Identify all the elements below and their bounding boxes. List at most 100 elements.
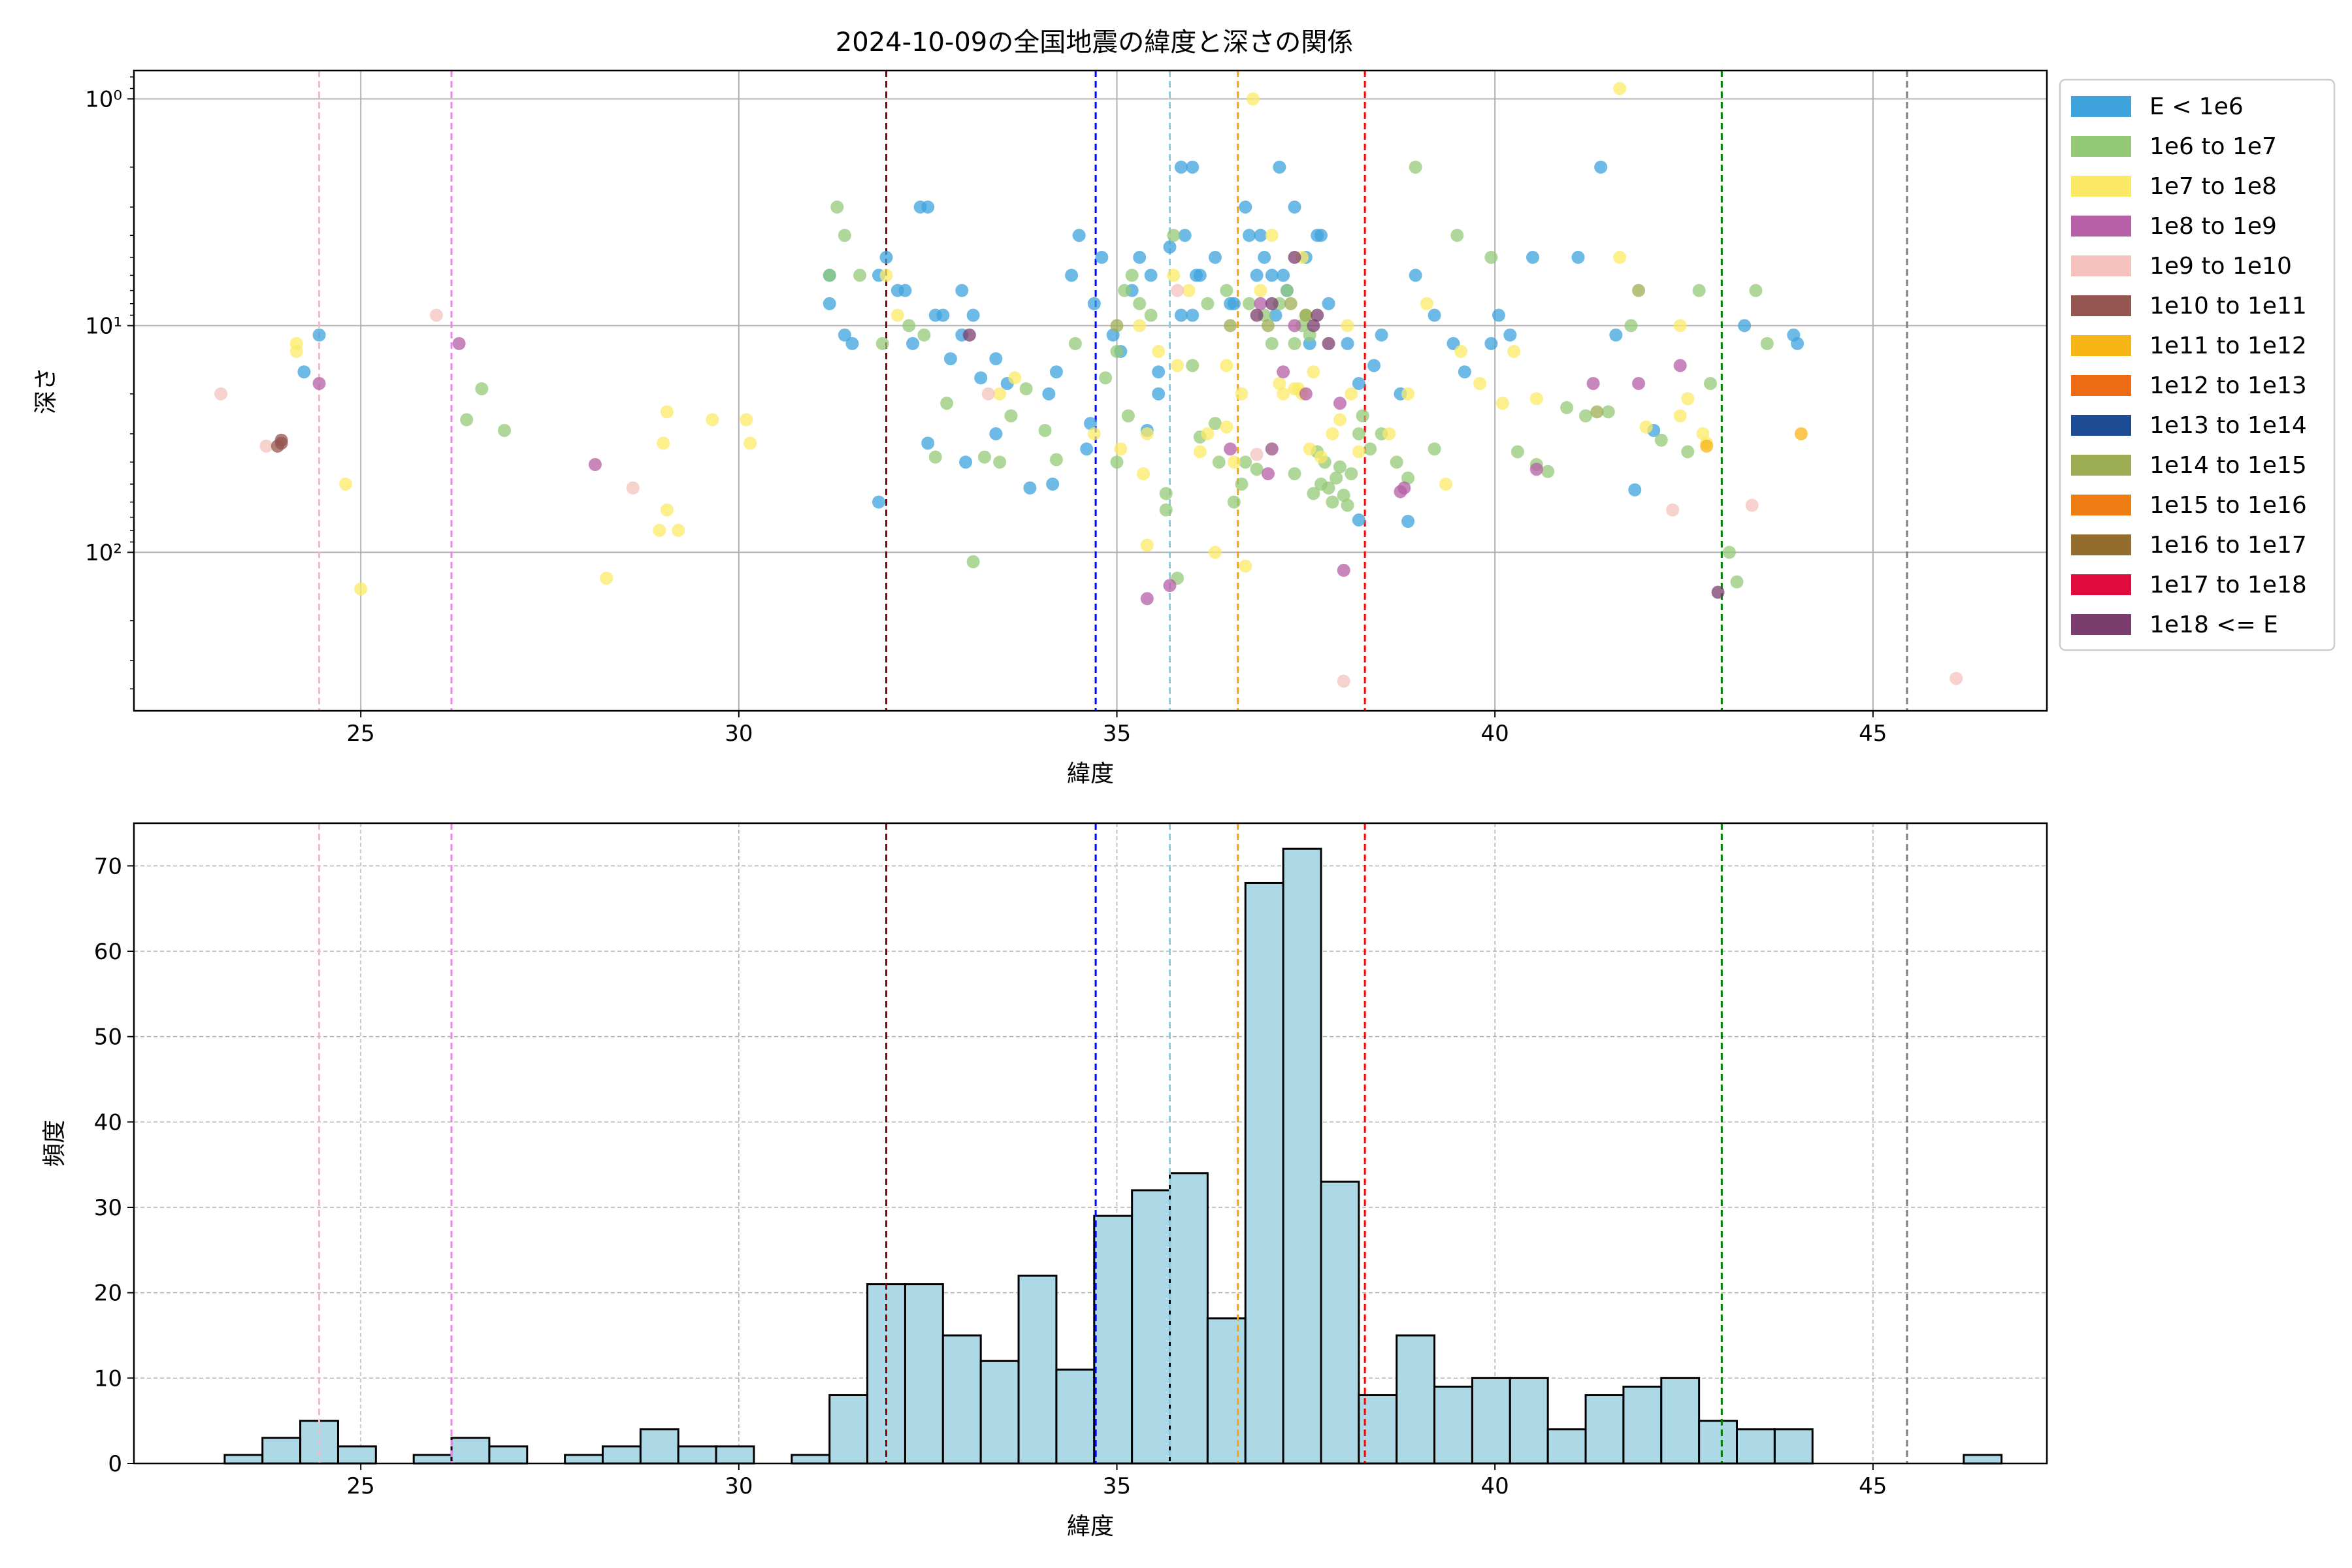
data-point <box>1601 405 1615 419</box>
data-point <box>1072 229 1086 242</box>
histogram-bar <box>715 1445 755 1465</box>
histogram-bar <box>488 1445 529 1465</box>
data-point <box>429 308 443 322</box>
data-point <box>1571 250 1585 264</box>
data-point <box>1288 319 1301 333</box>
data-point <box>1311 308 1324 322</box>
data-point <box>600 571 613 585</box>
data-point <box>823 297 836 310</box>
x-tick-label: 40 <box>1481 721 1509 747</box>
data-point <box>1409 269 1422 282</box>
data-point <box>1299 387 1313 400</box>
data-point <box>1250 269 1264 282</box>
data-point <box>1110 319 1124 333</box>
data-point <box>1529 463 1543 476</box>
x-tick-label: 35 <box>1103 721 1131 747</box>
histogram-plot: 25 30 35 40 45 0 10 20 30 40 50 60 70 緯度 頻度 <box>41 822 2048 1540</box>
data-point <box>1352 445 1365 459</box>
data-point <box>1273 376 1286 390</box>
histogram-bar <box>828 1394 869 1465</box>
data-point <box>1250 308 1264 322</box>
data-point <box>1322 336 1335 350</box>
data-point <box>1594 160 1608 174</box>
data-point <box>1730 575 1744 589</box>
x-tick-label: 30 <box>725 1473 753 1499</box>
x-tick-label: 25 <box>347 1473 375 1499</box>
data-point <box>902 319 916 333</box>
data-point <box>1261 467 1275 481</box>
legend-label: 1e16 to 1e17 <box>2149 532 2307 559</box>
legend-label: 1e17 to 1e18 <box>2149 572 2307 598</box>
data-point <box>1345 467 1358 481</box>
data-point <box>1791 336 1805 350</box>
data-point <box>1265 229 1279 242</box>
data-point <box>1280 284 1294 297</box>
data-point <box>921 436 935 450</box>
data-point <box>1288 200 1301 214</box>
data-point <box>1390 455 1403 469</box>
legend-swatch <box>2071 375 2131 396</box>
data-point <box>1038 423 1052 437</box>
data-point <box>1212 455 1226 469</box>
histogram-bar <box>1963 1454 2003 1465</box>
histogram-bar <box>1622 1385 1663 1465</box>
y-tick-label: 10 <box>94 1365 122 1392</box>
legend-label: E < 1e6 <box>2149 93 2244 120</box>
data-point <box>1375 328 1388 342</box>
legend-swatch <box>2071 255 2131 276</box>
y-tick-label: 10¹ <box>85 313 122 339</box>
data-point <box>1458 365 1471 379</box>
data-point <box>940 397 954 410</box>
data-point <box>1454 344 1468 358</box>
data-point <box>1235 387 1249 400</box>
data-point <box>1239 200 1252 214</box>
data-point <box>1639 420 1653 434</box>
data-point <box>1265 269 1279 282</box>
data-point <box>838 328 851 342</box>
histogram-bar <box>1282 847 1322 1465</box>
data-point <box>1681 445 1695 459</box>
data-point <box>1632 284 1646 297</box>
data-point <box>1794 427 1808 440</box>
data-point <box>1401 387 1415 400</box>
histogram-bar <box>261 1437 302 1465</box>
histogram-bar <box>1584 1394 1625 1465</box>
data-point <box>312 328 326 342</box>
data-point <box>297 365 311 379</box>
data-point <box>1541 465 1555 478</box>
data-point <box>1220 359 1233 372</box>
histogram-bar <box>564 1454 604 1465</box>
chart-title: 2024-10-09の全国地震の緯度と深さの関係 <box>836 27 1353 57</box>
legend-swatch <box>2071 335 2131 356</box>
legend-label: 1e18 <= E <box>2149 612 2278 638</box>
data-point <box>1692 284 1706 297</box>
data-point <box>460 413 474 427</box>
data-point <box>1269 308 1282 322</box>
data-point <box>1311 229 1324 242</box>
data-point <box>890 308 904 322</box>
data-point <box>943 352 957 366</box>
data-point <box>1322 297 1335 310</box>
data-point <box>1337 489 1350 502</box>
data-point <box>214 387 228 400</box>
data-point <box>1511 445 1524 459</box>
legend-label: 1e15 to 1e16 <box>2149 492 2307 519</box>
data-point <box>879 250 893 264</box>
data-point <box>1190 269 1203 282</box>
histogram-bar <box>791 1454 831 1465</box>
data-point <box>1654 433 1668 447</box>
data-point <box>1749 284 1763 297</box>
data-point <box>259 439 273 453</box>
legend-label: 1e14 to 1e15 <box>2149 452 2307 479</box>
data-point <box>1201 427 1215 440</box>
data-point <box>588 458 602 472</box>
data-point <box>1144 308 1158 322</box>
histogram-bar <box>1471 1377 1511 1465</box>
data-point <box>1333 460 1347 474</box>
data-point <box>706 413 719 427</box>
legend-label: 1e13 to 1e14 <box>2149 412 2307 439</box>
data-point <box>1341 336 1354 350</box>
data-point <box>1167 269 1181 282</box>
histogram-bar <box>1320 1181 1360 1465</box>
